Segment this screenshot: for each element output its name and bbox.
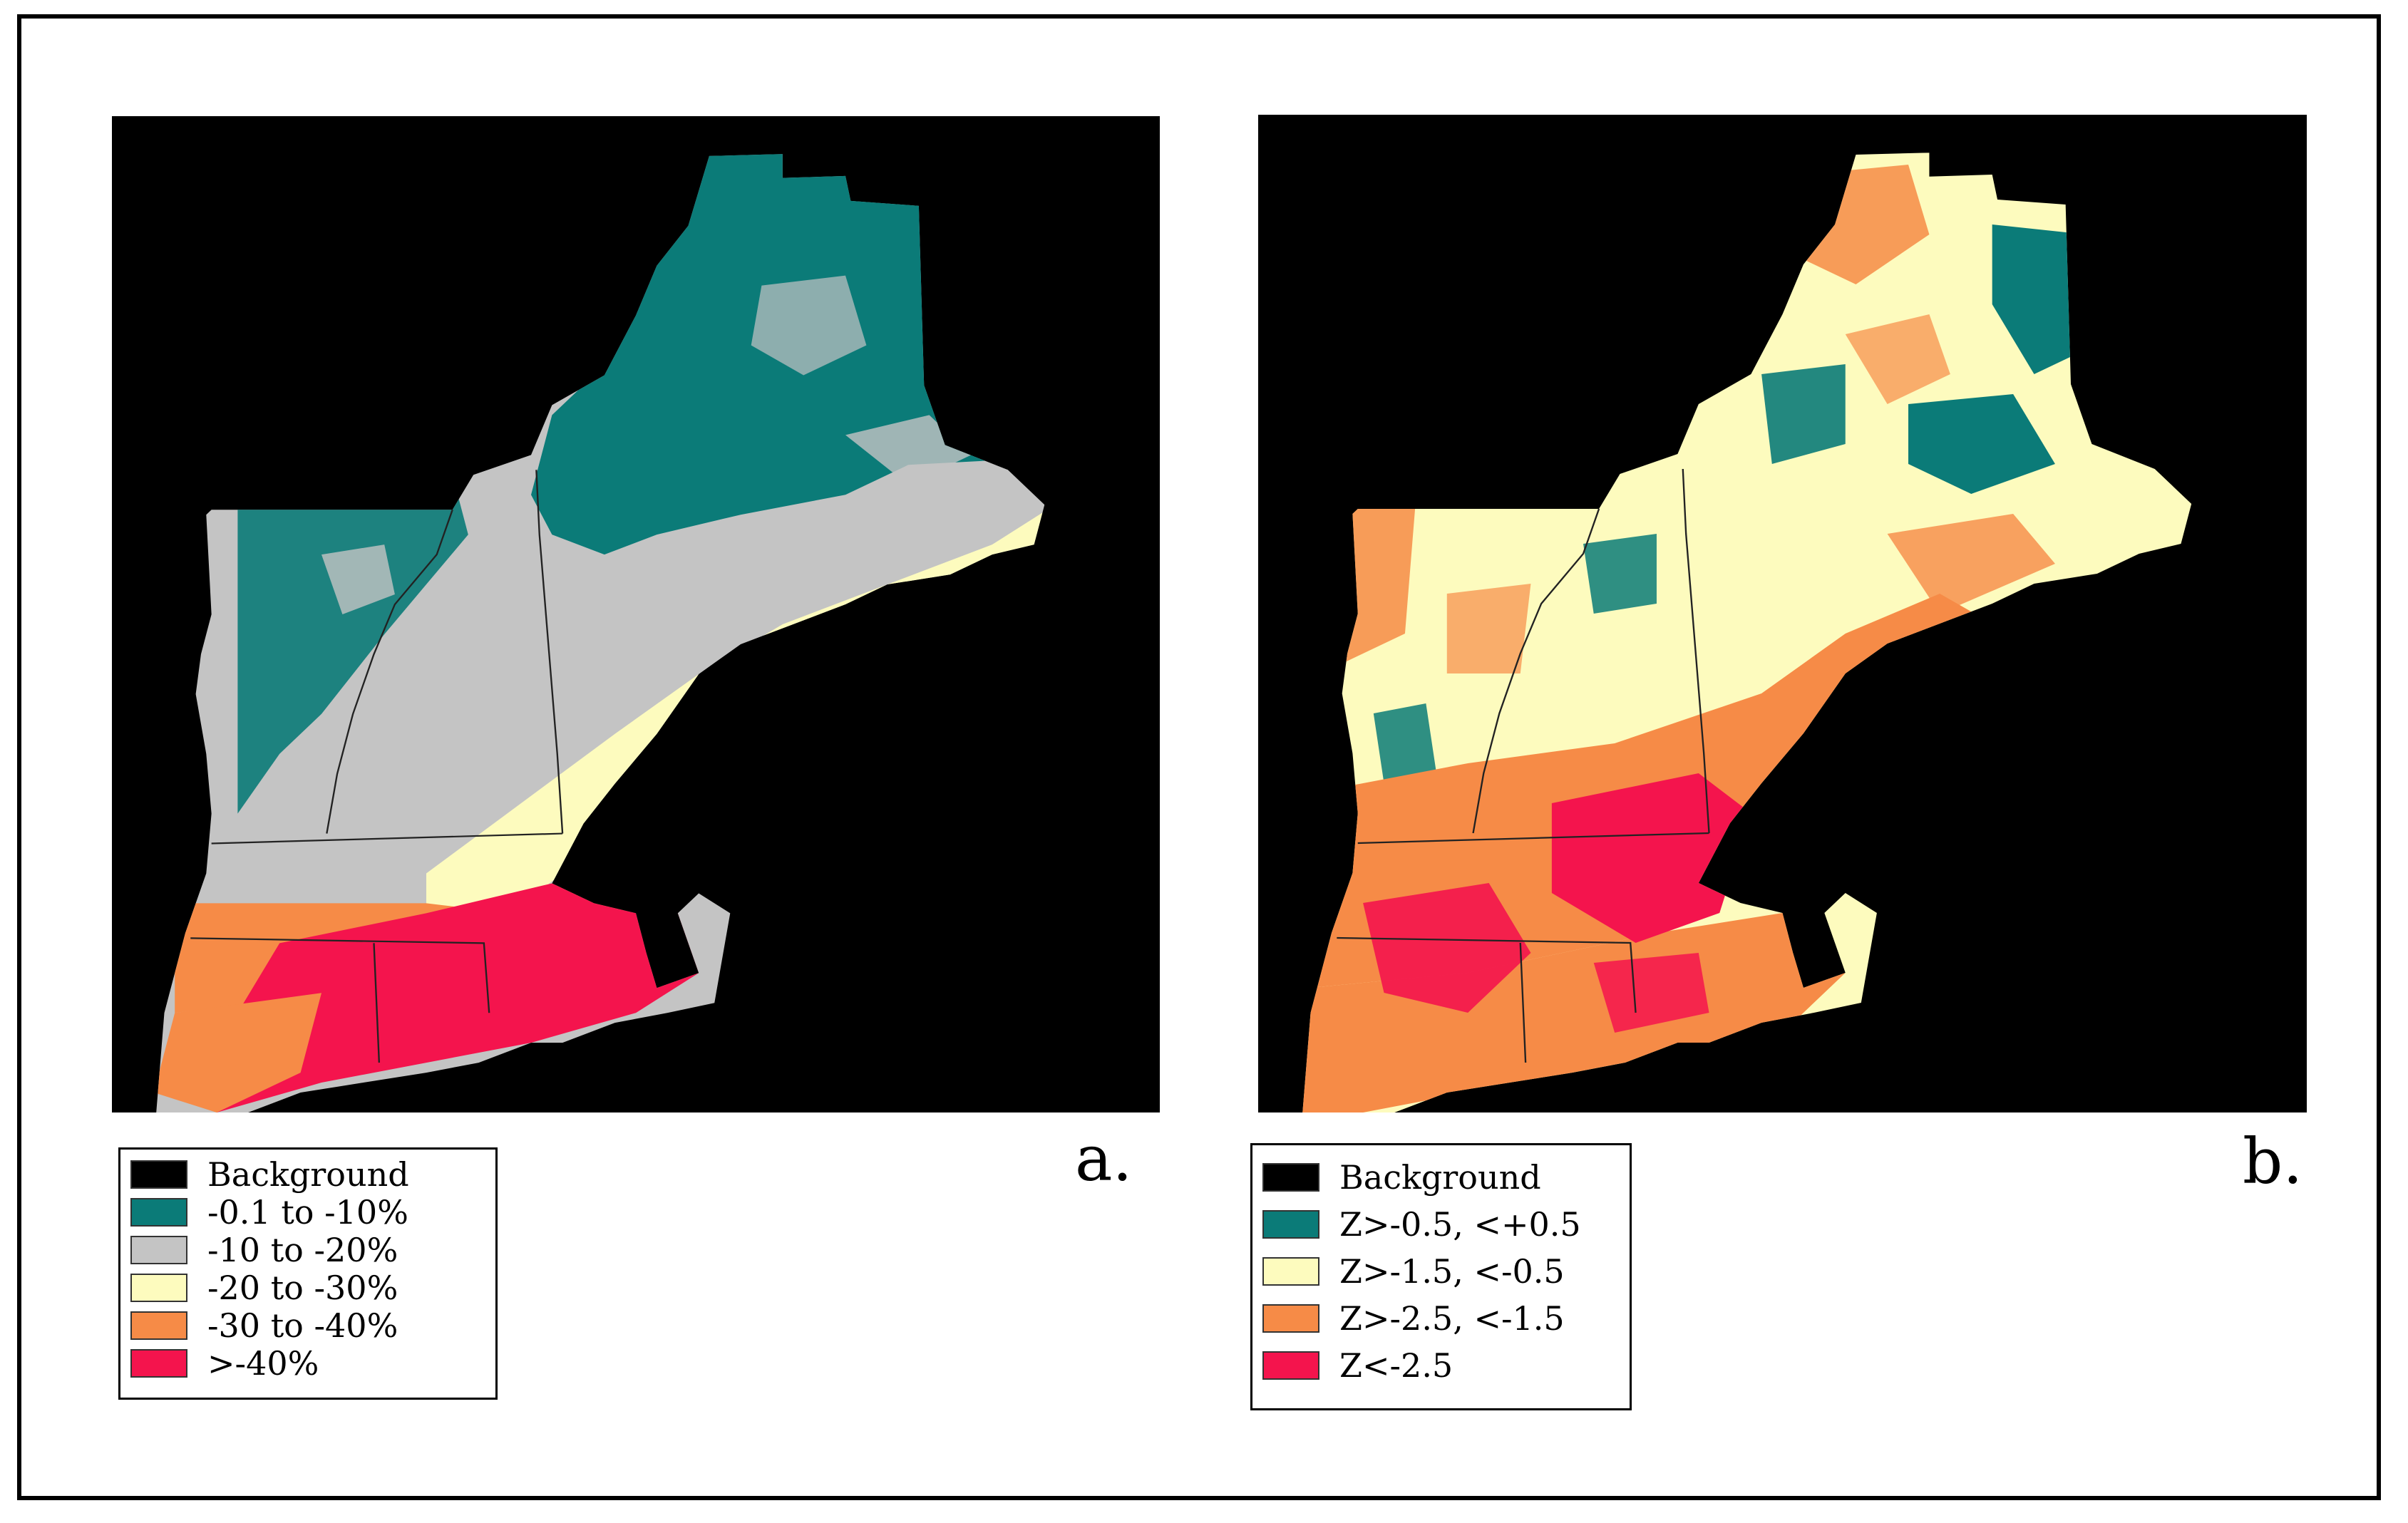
legend-b-item-3: Z>-2.5, <-1.5 — [1262, 1299, 1565, 1338]
legend-a-swatch-5 — [130, 1349, 187, 1378]
legend-a-swatch-1 — [130, 1198, 187, 1227]
legend-b-label-0: Background — [1339, 1158, 1541, 1197]
legend-b-swatch-3 — [1262, 1304, 1319, 1333]
legend-b-label-1: Z>-0.5, <+0.5 — [1339, 1205, 1581, 1244]
map-b-fill — [1300, 153, 2192, 1112]
legend-a-label-4: -30 to -40% — [207, 1306, 398, 1345]
legend-a: Background -0.1 to -10% -10 to -20% -20 … — [118, 1147, 498, 1400]
legend-a-swatch-0 — [130, 1160, 187, 1189]
legend-a-item-3: -20 to -30% — [130, 1269, 398, 1307]
legend-a-swatch-2 — [130, 1236, 187, 1264]
legend-a-item-4: -30 to -40% — [130, 1306, 398, 1345]
map-a-fill — [153, 154, 1045, 1112]
legend-b-label-2: Z>-1.5, <-0.5 — [1339, 1252, 1565, 1291]
legend-a-item-background: Background — [130, 1155, 409, 1194]
legend-b-label-4: Z<-2.5 — [1339, 1346, 1453, 1385]
legend-a-swatch-3 — [130, 1274, 187, 1302]
legend-a-label-5: >-40% — [207, 1344, 319, 1383]
legend-b-swatch-1 — [1262, 1210, 1319, 1239]
legend-a-item-5: >-40% — [130, 1344, 319, 1383]
legend-b-swatch-2 — [1262, 1257, 1319, 1286]
legend-b-item-1: Z>-0.5, <+0.5 — [1262, 1205, 1581, 1244]
legend-a-item-2: -10 to -20% — [130, 1231, 398, 1269]
legend-b-swatch-4 — [1262, 1351, 1319, 1380]
legend-a-label-1: -0.1 to -10% — [207, 1193, 408, 1232]
legend-a-swatch-4 — [130, 1311, 187, 1340]
legend-a-label-2: -10 to -20% — [207, 1231, 398, 1269]
legend-b-item-4: Z<-2.5 — [1262, 1346, 1453, 1385]
map-panel-a — [112, 116, 1160, 1112]
state-borders-b — [1337, 468, 1710, 1063]
map-b-svg — [1300, 153, 2192, 1112]
legend-a-label-0: Background — [207, 1155, 409, 1194]
legend-b-label-3: Z>-2.5, <-1.5 — [1339, 1299, 1565, 1338]
state-borders-a — [190, 470, 564, 1063]
legend-b-item-background: Background — [1262, 1158, 1541, 1197]
panel-label-a: a. — [1075, 1122, 1133, 1195]
legend-a-item-1: -0.1 to -10% — [130, 1193, 408, 1232]
legend-b: Background Z>-0.5, <+0.5 Z>-1.5, <-0.5 Z… — [1250, 1143, 1632, 1410]
panel-label-b: b. — [2243, 1125, 2303, 1198]
legend-a-label-3: -20 to -30% — [207, 1269, 398, 1307]
map-a-svg — [153, 154, 1045, 1112]
legend-b-swatch-0 — [1262, 1163, 1319, 1192]
map-panel-b — [1258, 115, 2307, 1112]
legend-b-item-2: Z>-1.5, <-0.5 — [1262, 1252, 1565, 1291]
